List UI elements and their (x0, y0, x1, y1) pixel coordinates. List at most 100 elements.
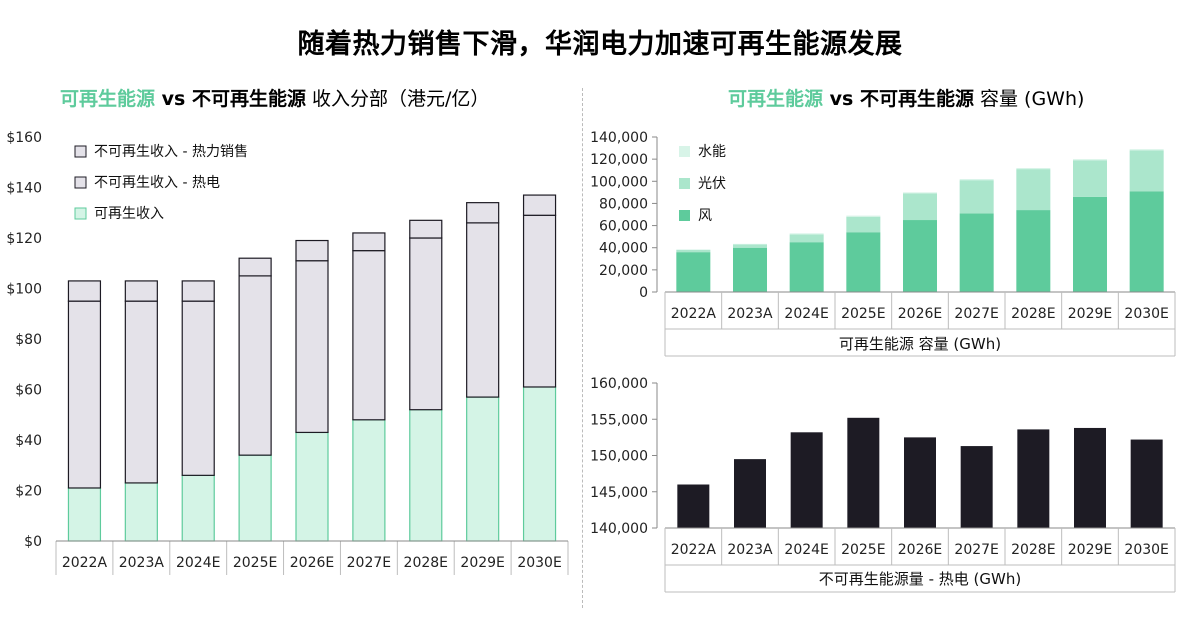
x-tick-label: 2024E (176, 555, 220, 571)
revenue-chart-subtitle: 可再生能源 vs 不可再生能源 收入分部（港元/亿） (60, 84, 489, 111)
x-tick-label: 2024E (784, 542, 828, 558)
legend-swatch (679, 178, 690, 189)
bar-segment (181, 300, 215, 476)
bar-segment (409, 409, 443, 542)
legend-label: 风 (698, 208, 712, 224)
legend-swatch (74, 176, 87, 189)
x-tick-label: 2025E (233, 555, 277, 571)
y-tick-label: 60,000 (599, 219, 648, 235)
bar-segment (1073, 196, 1107, 292)
x-tick-label: 2026E (898, 306, 942, 322)
x-tick-label: 2029E (1068, 542, 1112, 558)
bar-segment (124, 280, 158, 302)
x-tick-label: 2028E (1011, 306, 1055, 322)
subtitle-vs-label: vs (823, 88, 860, 110)
y-tick-label: $100 (6, 282, 42, 298)
x-tick-label: 2028E (404, 555, 448, 571)
bar-segment (789, 233, 824, 235)
bar-segment (124, 300, 158, 484)
y-tick-label: $120 (6, 231, 42, 247)
subtitle-unit-label: 收入分部（港元/亿） (305, 88, 490, 110)
bar (734, 459, 766, 528)
bar-segment (409, 219, 443, 239)
bar-segment (1129, 150, 1164, 192)
bar-segment (1073, 159, 1107, 161)
x-tick-label: 2030E (517, 555, 561, 571)
legend-label: 水能 (698, 144, 726, 160)
bar-segment (295, 431, 329, 542)
y-tick-label: 120,000 (590, 152, 648, 168)
bar-segment (67, 300, 102, 489)
bar-segment (238, 275, 272, 456)
legend-swatch (679, 210, 690, 221)
bar-segment (409, 237, 443, 411)
x-axis-title: 不可再生能源量 - 热电 (GWh) (819, 570, 1021, 588)
subtitle-renewable-label: 可再生能源 (728, 88, 824, 110)
bar-segment (959, 180, 994, 214)
bar (1074, 427, 1106, 528)
subtitle-vs-label: vs (155, 88, 192, 110)
subtitle-nonrenewable-label: 不可再生能源 (859, 88, 974, 110)
y-tick-label: 145,000 (590, 485, 648, 501)
panel-divider (582, 88, 583, 608)
bar-segment (181, 474, 215, 542)
bar-segment (1016, 169, 1051, 211)
subtitle-renewable-label: 可再生能源 (60, 88, 156, 110)
bar-segment (789, 234, 824, 243)
bar-segment (1129, 191, 1164, 292)
x-tick-label: 2026E (898, 542, 942, 558)
y-tick-label: 150,000 (590, 449, 648, 465)
bar (790, 432, 823, 528)
bar-segment (676, 249, 711, 253)
x-tick-label: 2026E (290, 555, 334, 571)
x-tick-label: 2027E (954, 306, 998, 322)
y-tick-label: 20,000 (599, 263, 648, 279)
x-tick-label: 2024E (784, 306, 828, 322)
legend-label: 不可再生收入 - 热力销售 (94, 144, 248, 160)
y-tick-label: $20 (15, 484, 42, 500)
bar-segment (959, 179, 994, 181)
legend-swatch (679, 146, 690, 157)
bar-segment (238, 257, 272, 277)
y-tick-label: $40 (15, 433, 42, 449)
x-tick-label: 2022A (671, 542, 717, 558)
y-tick-label: 155,000 (590, 412, 648, 428)
bar-segment (181, 280, 215, 302)
y-tick-label: 80,000 (599, 196, 648, 212)
y-tick-label: 140,000 (590, 130, 648, 146)
bar-segment (466, 396, 500, 542)
bar-segment (733, 243, 767, 245)
bar-segment (959, 213, 994, 292)
capacity-chart-subtitle: 可再生能源 vs 不可再生能源 容量 (GWh) (728, 84, 1084, 111)
x-tick-label: 2030E (1124, 306, 1168, 322)
bar-segment (1129, 149, 1164, 151)
bar (904, 437, 936, 528)
bar-segment (352, 419, 386, 542)
bar-segment (903, 220, 937, 292)
x-tick-label: 2028E (1011, 542, 1055, 558)
y-tick-label: 100,000 (590, 174, 648, 190)
bar (960, 446, 993, 528)
y-tick-label: $140 (6, 181, 42, 197)
bar-segment (466, 222, 500, 398)
bar-segment (522, 214, 557, 388)
bar (1130, 439, 1163, 528)
bar-segment (733, 244, 767, 248)
subtitle-nonrenewable-label: 不可再生能源 (191, 88, 306, 110)
bar-segment (903, 192, 937, 194)
y-tick-label: 40,000 (599, 241, 648, 257)
legend-label: 不可再生收入 - 热电 (94, 175, 220, 191)
bar-segment (846, 216, 881, 233)
legend-swatch (74, 207, 87, 220)
legend-label: 可再生收入 (94, 206, 164, 222)
bar-segment (846, 232, 881, 292)
bar-segment (295, 260, 329, 434)
x-tick-label: 2029E (1068, 306, 1112, 322)
x-tick-label: 2029E (460, 555, 504, 571)
x-tick-label: 2022A (62, 555, 108, 571)
bar-segment (733, 247, 767, 292)
legend-swatch (74, 145, 87, 158)
y-tick-label: 160,000 (590, 376, 648, 392)
bar-segment (846, 215, 881, 217)
